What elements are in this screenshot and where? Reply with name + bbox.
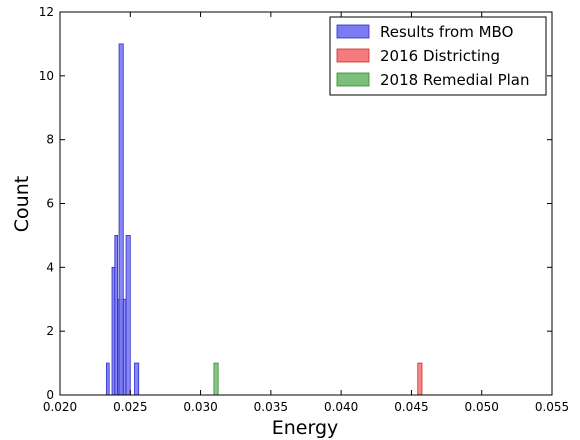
y-tick-label: 10 [39,69,54,83]
histogram-bar [118,43,124,396]
x-tick-label: 0.050 [465,400,499,414]
histogram-bar [213,362,219,396]
x-tick-label: 0.055 [535,400,569,414]
x-tick-label: 0.025 [113,400,147,414]
y-tick-label: 6 [46,197,54,211]
x-tick-label: 0.020 [43,400,77,414]
y-tick-label: 4 [46,260,54,274]
histogram-bar [134,362,140,396]
x-tick-label: 0.035 [254,400,288,414]
histogram-bar [111,266,116,396]
legend-label: Results from MBO [380,23,513,41]
histogram-bar [114,235,119,396]
x-tick-label: 0.040 [324,400,358,414]
bars-layer [105,43,423,396]
legend-label: 2018 Remedial Plan [380,71,530,89]
legend-swatch [336,72,370,87]
histogram-bar [105,362,110,396]
legend-swatch [336,24,370,39]
ticks-layer: 0.020 0.025 0.030 0.035 0.040 0.045 0.050 0.055… [39,5,569,414]
y-tick-label: 12 [39,5,54,19]
plot-frame [59,11,553,396]
y-tick-label: 2 [46,324,54,338]
y-axis-title: Count [11,176,33,232]
x-tick-label: 0.030 [183,400,217,414]
histogram-bar [125,235,131,396]
x-tick-label: 0.045 [394,400,428,414]
legend: Results from MBO 2016 Districting 2018 Rem… [329,16,547,96]
y-tick-label: 0 [46,388,54,402]
legend-label: 2016 Districting [380,47,500,65]
histogram-bar [122,298,127,396]
legend-swatch [336,48,370,63]
x-axis-title: Energy [272,417,339,439]
histogram-bar [417,362,423,396]
y-tick-label: 8 [46,133,54,147]
